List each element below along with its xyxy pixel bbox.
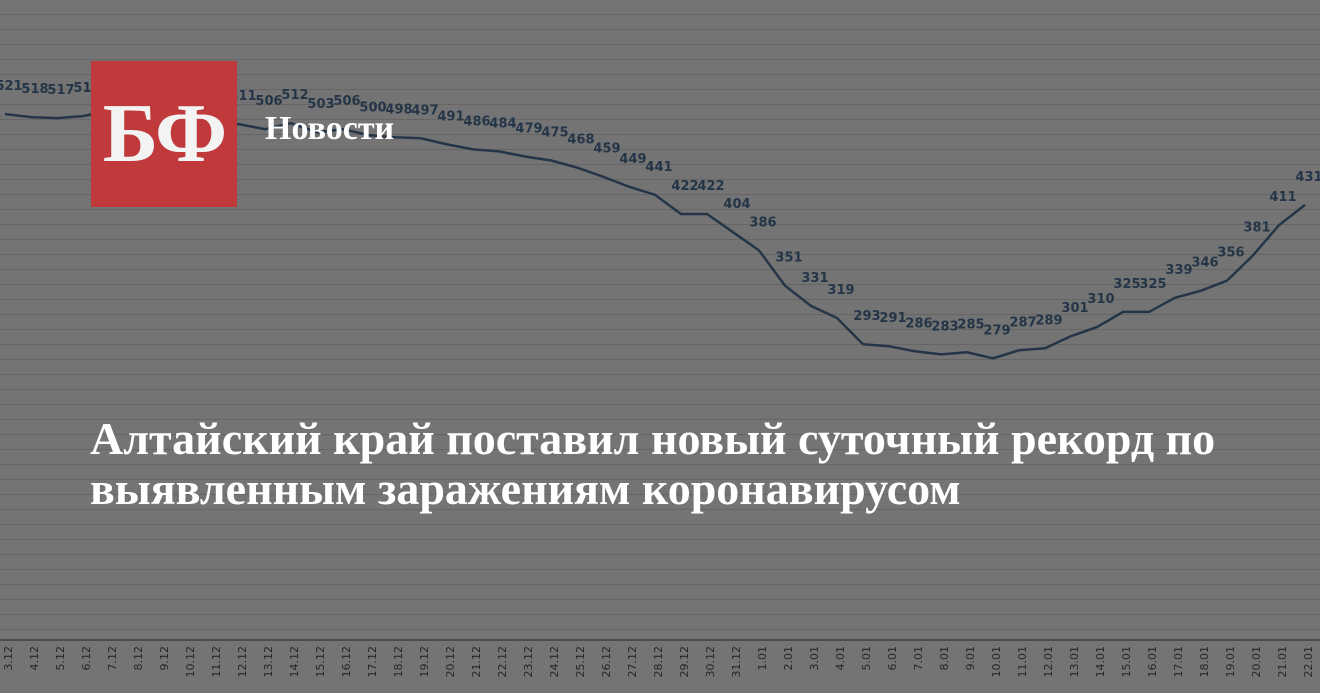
logo[interactable]: БФ — [91, 61, 237, 207]
section-label[interactable]: Новости — [265, 110, 395, 147]
headline: Алтайский край поставил новый суточный р… — [90, 413, 1216, 514]
